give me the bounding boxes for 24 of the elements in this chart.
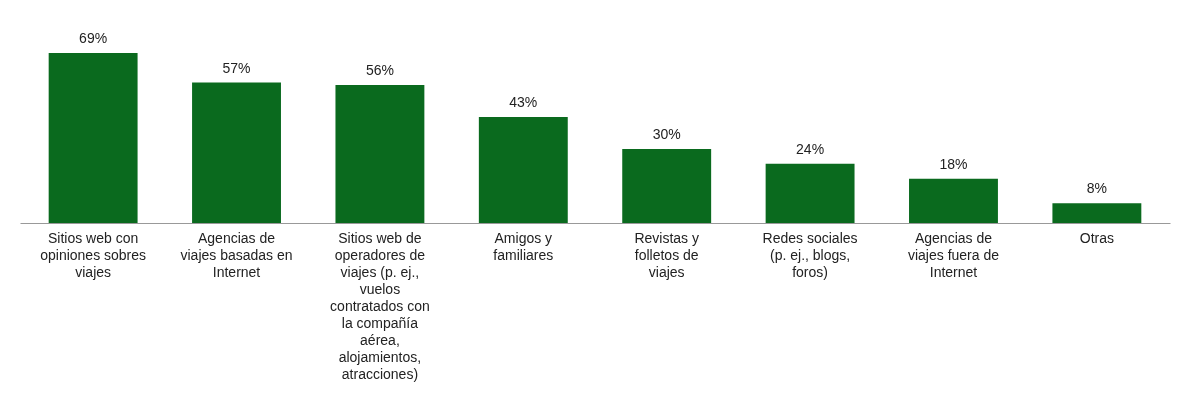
bar <box>335 85 425 223</box>
x-tick-label: Otras <box>1079 229 1114 246</box>
bar <box>1052 203 1142 223</box>
data-label: 24% <box>796 140 825 157</box>
x-tick-label: Amigos y familiares <box>493 229 554 263</box>
data-label: 43% <box>509 94 538 111</box>
bar <box>622 149 712 223</box>
data-label: 56% <box>365 62 394 79</box>
bar <box>909 178 998 223</box>
data-label: 69% <box>79 30 108 46</box>
x-tick-label: Agencias de viajes basadas en Internet <box>180 229 293 280</box>
bar <box>765 163 855 223</box>
x-tick-label: Redes sociales (p. ej., blogs, foros) <box>762 229 858 280</box>
data-label: 57% <box>222 59 251 76</box>
data-label: 18% <box>939 155 968 172</box>
x-tick-label: Revistas y folletos de viajes <box>634 229 699 280</box>
bar <box>478 117 568 223</box>
data-label: 8% <box>1086 180 1107 197</box>
x-tick-label: Agencias de viajes fuera de Internet <box>907 229 1000 280</box>
bar <box>192 82 281 223</box>
category-label: Sitios web de operadores de viajes (p. ej., vuelos contratados con la compañía aérea, alojamientos, atracciones) <box>330 229 430 382</box>
data-label: 30% <box>652 126 681 143</box>
bar <box>48 53 138 223</box>
x-tick-label: Sitios web con opiniones sobres viajes <box>40 229 147 280</box>
